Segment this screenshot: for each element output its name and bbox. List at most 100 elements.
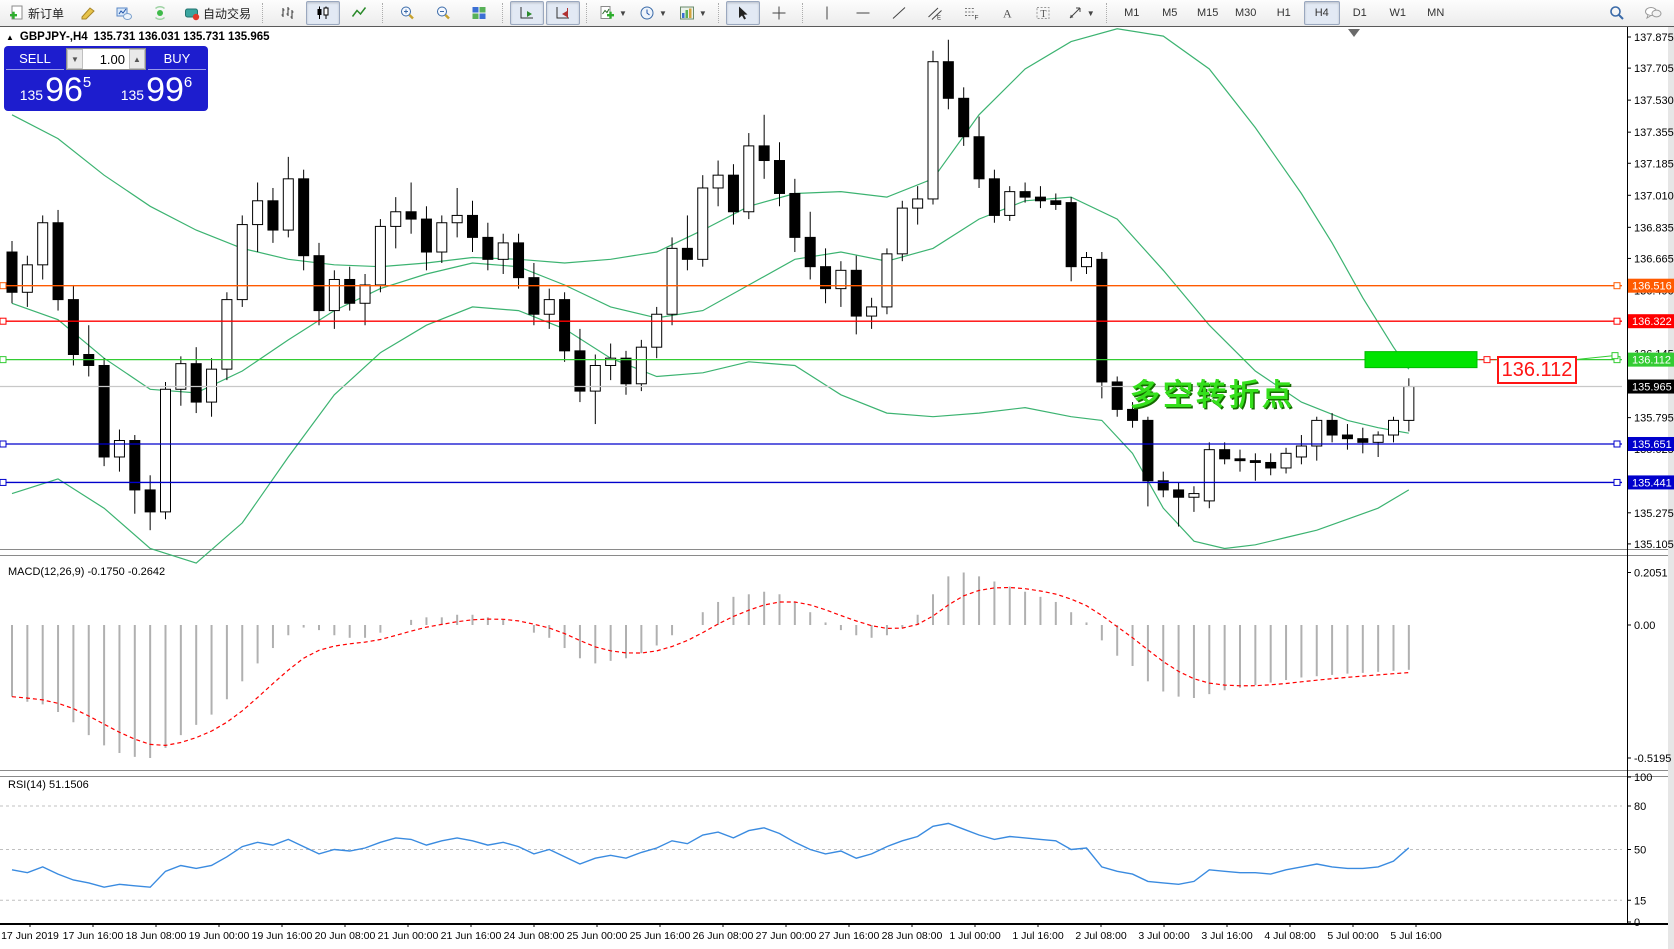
line-chart-icon (351, 7, 367, 17)
svg-text:80: 80 (1634, 801, 1646, 813)
volume-increase-button[interactable]: ▲ (129, 49, 145, 69)
trendline-button[interactable] (882, 1, 916, 25)
metaeditor-button[interactable] (71, 1, 105, 25)
zoom-in-button[interactable] (390, 1, 424, 25)
fibonacci-icon: F (964, 8, 978, 21)
sell-price-big: 96 (45, 71, 83, 109)
tf-m30-button[interactable]: M30 (1235, 7, 1257, 19)
horizontal-line-button[interactable] (846, 1, 880, 25)
tf-mn-button[interactable]: MN (1427, 7, 1445, 19)
profiles-icon (116, 7, 133, 20)
svg-text:3 Jul 00:00: 3 Jul 00:00 (1138, 930, 1190, 942)
tile-windows-button[interactable] (462, 1, 496, 25)
buy-price-button[interactable]: 135 99 6 (107, 72, 206, 109)
svg-text:4 Jul 08:00: 4 Jul 08:00 (1264, 930, 1316, 942)
chart-canvas[interactable]: 137.875 137.705 137.530 137.355 137.185 137.0… (0, 27, 1674, 949)
chart-window[interactable]: 137.875 137.705 137.530 137.355 137.185 137.0… (0, 27, 1674, 949)
fibonacci-button[interactable]: F (954, 1, 988, 25)
equidistant-channel-button[interactable]: E (918, 1, 952, 25)
toolbar-separator (801, 3, 804, 23)
highlight-rectangle (1364, 351, 1478, 369)
vertical-line-button[interactable] (810, 1, 844, 25)
svg-text:137.355: 137.355 (1634, 127, 1674, 139)
signals-icon (154, 6, 166, 20)
svg-text:1 Jul 16:00: 1 Jul 16:00 (1012, 930, 1064, 942)
price-callout-box[interactable]: 136.112 (1497, 356, 1577, 384)
templates-button[interactable]: ▼ (674, 1, 712, 25)
text-button[interactable]: A (990, 1, 1024, 25)
candlestick-chart-button[interactable] (306, 1, 341, 25)
auto-scroll-button[interactable] (510, 1, 545, 25)
collapse-panel-icon[interactable]: ▲ (6, 32, 14, 42)
zoom-in-icon (401, 6, 414, 20)
chat-button[interactable] (1636, 1, 1670, 25)
text-a-icon: A (1003, 7, 1012, 21)
svg-text:1 Jul 00:00: 1 Jul 00:00 (949, 930, 1001, 942)
zoom-out-button[interactable] (426, 1, 460, 25)
main-toolbar: 新订单 自动交易 ▼ ▼ (0, 0, 1674, 27)
svg-text:5 Jul 00:00: 5 Jul 00:00 (1327, 930, 1379, 942)
sell-button[interactable]: SELL (6, 48, 64, 70)
volume-decrease-button[interactable]: ▼ (67, 49, 83, 69)
tf-d1-button[interactable]: D1 (1352, 7, 1367, 19)
tf-m15-button[interactable]: M15 (1197, 7, 1219, 19)
svg-text:-0.5195: -0.5195 (1634, 753, 1671, 765)
svg-text:135.441: 135.441 (1632, 477, 1672, 489)
profiles-button[interactable] (107, 1, 141, 25)
svg-text:135.965: 135.965 (1632, 382, 1672, 394)
svg-text:136.835: 136.835 (1634, 222, 1674, 234)
tile-windows-icon (472, 7, 486, 19)
search-button[interactable] (1600, 1, 1634, 25)
indicators-button[interactable]: ▼ (594, 1, 632, 25)
tf-m5-button[interactable]: M5 (1162, 7, 1178, 19)
tf-h4-button[interactable]: H4 (1303, 1, 1340, 25)
buy-button[interactable]: BUY (148, 48, 206, 70)
text-label-icon: T (1036, 7, 1050, 20)
cursor-button[interactable] (725, 1, 760, 25)
chart-shift-button[interactable] (546, 1, 581, 25)
crosshair-button[interactable] (762, 1, 796, 25)
svg-text:136.516: 136.516 (1632, 281, 1672, 293)
chart-annotation-text[interactable]: 多空转折点 (1130, 379, 1295, 412)
svg-text:136.112: 136.112 (1632, 355, 1671, 367)
cursor-icon (738, 6, 748, 20)
volume-input[interactable] (83, 49, 129, 69)
vertical-line-icon (826, 6, 828, 20)
svg-text:137.185: 137.185 (1634, 158, 1674, 170)
svg-text:135.105: 135.105 (1634, 539, 1674, 551)
svg-text:27 Jun 16:00: 27 Jun 16:00 (819, 930, 880, 942)
templates-caret: ▼ (698, 8, 707, 18)
bar-chart-button[interactable] (270, 1, 304, 25)
shapes-button[interactable]: ▼ (1062, 1, 1100, 25)
tf-h1-button[interactable]: H1 (1276, 7, 1291, 19)
svg-text:5 Jul 16:00: 5 Jul 16:00 (1390, 930, 1442, 942)
svg-text:137.875: 137.875 (1634, 32, 1674, 44)
text-label-button[interactable]: T (1026, 1, 1060, 25)
volume-spinner: ▼ ▲ (66, 48, 146, 70)
signals-button[interactable] (143, 1, 177, 25)
buy-price-big: 99 (146, 71, 184, 109)
svg-text:25 Jun 16:00: 25 Jun 16:00 (630, 930, 691, 942)
tf-m1-button[interactable]: M1 (1124, 7, 1140, 19)
periods-button[interactable]: ▼ (634, 1, 672, 25)
sell-price-button[interactable]: 135 96 5 (6, 72, 105, 109)
trendline-icon (892, 7, 906, 19)
svg-text:25 Jun 00:00: 25 Jun 00:00 (567, 930, 628, 942)
svg-text:19 Jun 00:00: 19 Jun 00:00 (189, 930, 250, 942)
svg-text:24 Jun 08:00: 24 Jun 08:00 (504, 930, 565, 942)
new-order-button[interactable]: 新订单 (4, 1, 69, 25)
tf-w1-button[interactable]: W1 (1389, 7, 1406, 19)
crosshair-icon (772, 6, 786, 20)
svg-text:0: 0 (1634, 917, 1640, 929)
svg-text:136.665: 136.665 (1634, 253, 1674, 265)
toolbar-separator (382, 3, 384, 23)
auto-scroll-icon (520, 7, 534, 19)
line-chart-button[interactable] (342, 1, 376, 25)
chart-shift-icon (556, 7, 570, 19)
svg-text:50: 50 (1634, 845, 1646, 857)
svg-text:18 Jun 08:00: 18 Jun 08:00 (126, 930, 187, 942)
toolbar-separator (502, 3, 504, 23)
svg-text:135.275: 135.275 (1634, 508, 1674, 520)
svg-text:19 Jun 16:00: 19 Jun 16:00 (252, 930, 313, 942)
autotrading-button[interactable]: 自动交易 (179, 1, 256, 25)
